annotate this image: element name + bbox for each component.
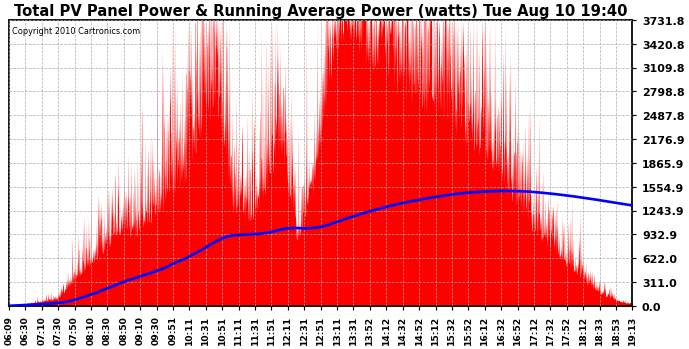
Title: Total PV Panel Power & Running Average Power (watts) Tue Aug 10 19:40: Total PV Panel Power & Running Average P… <box>14 5 628 20</box>
Text: Copyright 2010 Cartronics.com: Copyright 2010 Cartronics.com <box>12 27 140 36</box>
